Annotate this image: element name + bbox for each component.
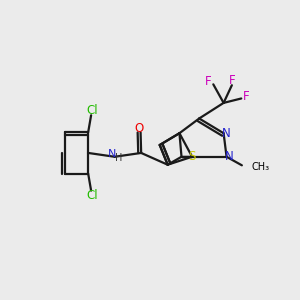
Text: F: F (205, 75, 211, 88)
Text: Cl: Cl (87, 189, 98, 202)
Text: N: N (222, 127, 230, 140)
Text: CH₃: CH₃ (252, 162, 270, 172)
Text: Cl: Cl (87, 104, 98, 117)
Text: N: N (108, 149, 116, 159)
Text: F: F (229, 74, 235, 87)
Text: N: N (224, 150, 233, 163)
Text: H: H (115, 153, 122, 163)
Text: O: O (134, 122, 144, 135)
Text: F: F (243, 91, 250, 103)
Text: S: S (188, 150, 196, 163)
